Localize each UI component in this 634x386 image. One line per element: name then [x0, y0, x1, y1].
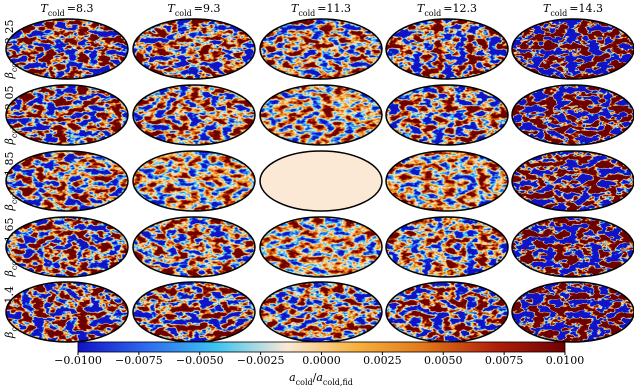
symbol: a — [289, 371, 296, 384]
subscript: cold — [550, 9, 567, 18]
sky-map — [512, 85, 634, 145]
sky-map — [6, 151, 128, 211]
tick-label: −0.0025 — [237, 354, 285, 367]
map-outline — [385, 150, 509, 212]
sky-map — [386, 282, 508, 342]
tick-label: 0.0050 — [424, 354, 463, 367]
subscript: cold — [296, 378, 313, 386]
map-outline — [5, 216, 129, 278]
sky-map — [133, 217, 255, 277]
column-title: Tcold =14.3 — [543, 2, 603, 18]
sky-map — [260, 282, 382, 342]
symbol: a — [316, 371, 323, 384]
tick-label: −0.0075 — [115, 354, 163, 367]
subscript: cold — [424, 9, 441, 18]
map-outline — [259, 216, 383, 278]
sky-map — [512, 282, 634, 342]
symbol: β — [3, 270, 16, 277]
sky-map — [6, 217, 128, 277]
relation: = — [443, 2, 452, 15]
map-outline — [5, 281, 129, 343]
sky-map — [512, 217, 634, 277]
map-outline — [5, 150, 129, 212]
map-outline — [259, 18, 383, 80]
sky-map — [512, 151, 634, 211]
sky-map — [6, 19, 128, 79]
map-outline — [132, 18, 256, 80]
map-outline — [385, 216, 509, 278]
map-outline — [385, 84, 509, 146]
value: 9.3 — [203, 2, 221, 15]
subscript: cold — [175, 9, 192, 18]
symbol: T — [417, 2, 426, 15]
sky-map — [512, 19, 634, 79]
map-outline — [5, 84, 129, 146]
symbol: T — [543, 2, 552, 15]
tick-label: 0.0000 — [302, 354, 341, 367]
sky-map — [6, 282, 128, 342]
sky-map — [133, 85, 255, 145]
symbol: β — [3, 204, 16, 211]
subscript: cold — [298, 9, 315, 18]
symbol: β — [3, 138, 16, 145]
sky-map — [386, 19, 508, 79]
tick-label: 0.0100 — [546, 354, 585, 367]
tick-label: 0.0025 — [363, 354, 402, 367]
map-outline — [259, 84, 383, 146]
map-outline — [132, 216, 256, 278]
column-title: Tcold =11.3 — [291, 2, 351, 18]
map-outline — [511, 84, 634, 146]
value: 11.3 — [327, 2, 352, 15]
map-outline — [511, 281, 634, 343]
sky-map — [133, 282, 255, 342]
map-outline — [132, 150, 256, 212]
tick-label: 0.0075 — [485, 354, 524, 367]
map-outline — [5, 18, 129, 80]
sky-map — [6, 85, 128, 145]
relation: = — [67, 2, 76, 15]
sky-map — [133, 151, 255, 211]
symbol: T — [40, 2, 49, 15]
tick-label: −0.0050 — [176, 354, 224, 367]
tick-label: −0.0100 — [54, 354, 102, 367]
relation: = — [569, 2, 578, 15]
sky-map — [386, 151, 508, 211]
map-outline — [511, 18, 634, 80]
symbol: T — [167, 2, 176, 15]
column-title: Tcold =8.3 — [40, 2, 93, 18]
relation: = — [317, 2, 326, 15]
relation: = — [194, 2, 203, 15]
symbol: T — [291, 2, 300, 15]
map-outline — [385, 18, 509, 80]
symbol: β — [3, 332, 16, 339]
sky-map — [260, 217, 382, 277]
value: 14.3 — [579, 2, 604, 15]
colorbar-label: acold/acold,fid — [289, 371, 353, 386]
subscript: cold — [48, 9, 65, 18]
map-outline — [511, 150, 634, 212]
sky-map — [133, 19, 255, 79]
value: 12.3 — [453, 2, 478, 15]
colorbar — [77, 341, 566, 353]
symbol: β — [3, 72, 16, 79]
sky-map — [386, 217, 508, 277]
sky-map — [386, 85, 508, 145]
column-title: Tcold =9.3 — [167, 2, 220, 18]
sky-map — [260, 19, 382, 79]
map-outline — [511, 216, 634, 278]
sky-map — [260, 85, 382, 145]
map-outline — [132, 84, 256, 146]
subscript: cold,fid — [323, 378, 353, 386]
sky-map — [259, 150, 383, 212]
separator: / — [313, 371, 317, 384]
value: 8.3 — [76, 2, 94, 15]
column-title: Tcold =12.3 — [417, 2, 477, 18]
